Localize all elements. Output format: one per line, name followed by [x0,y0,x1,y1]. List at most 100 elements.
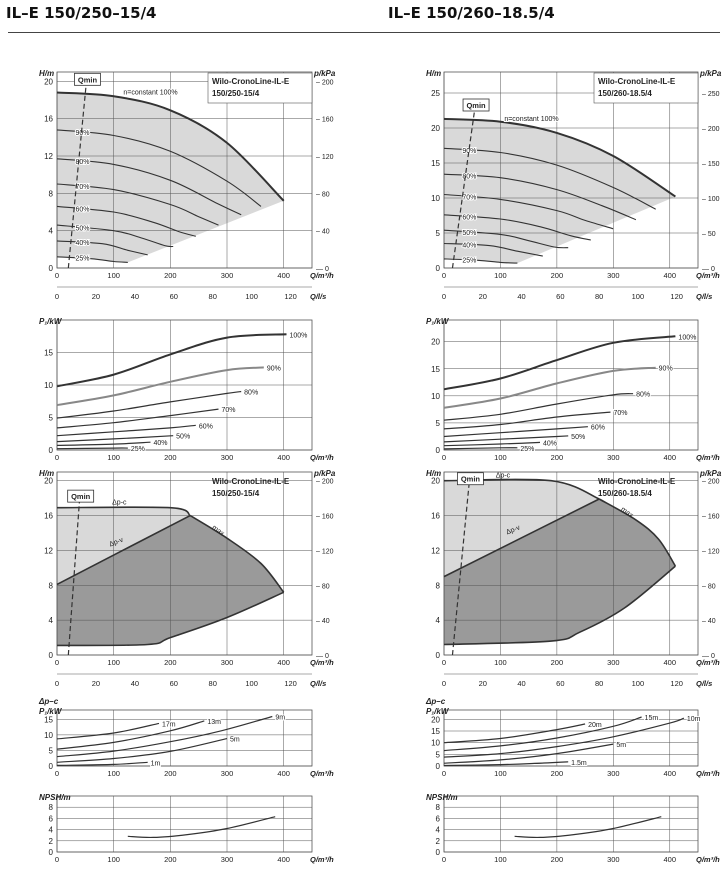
x-axis-label: Q/m³/h [310,855,334,864]
model-label-line2: 150/260-18.5/4 [598,89,652,98]
x-tick-label: 100 [494,855,507,864]
x-tick-label: 200 [551,658,564,667]
series-label: 10m [687,716,701,723]
x-axis-label: Q/m³/h [696,271,720,280]
y-tick-label: 20 [431,338,440,347]
series-label: 60% [591,425,605,432]
y3-axis-label: Δp–c [425,697,446,706]
x2-tick-label: 60 [170,679,178,688]
operating-area [444,118,676,264]
x-tick-label: 100 [494,453,507,462]
y-axis-label: H/m [426,469,441,478]
chart-panel-R1: 0 — 0 5 – 50 10 – 100 15 – 150 20 – 200 25 – 250 0 10… [426,69,722,301]
y-tick-label: 0 [49,446,54,455]
x-tick-label: 300 [607,855,620,864]
speed-label: 70% [462,194,476,201]
x2-axis-label: Q/l/s [696,292,712,301]
x-tick-label: 300 [607,658,620,667]
qmin-label: Qmin [71,492,91,501]
y-tick-label: 2 [436,837,441,846]
y-tick-label: 15 [44,349,53,358]
y2-axis-label: p/kPa [699,469,722,478]
y2-tick-label: – 120 [316,548,334,555]
y-tick-label: 5 [436,419,441,428]
series-label: 70% [614,410,628,417]
x2-axis-label: Q/l/s [696,679,712,688]
y-axis-label: P₁/kW [426,317,450,326]
speed-label: 50% [462,230,476,237]
y-tick-label: 0 [436,651,441,660]
x-axis-label: Q/m³/h [696,658,720,667]
x2-tick-label: 20 [92,292,100,301]
x-tick-label: 200 [551,453,564,462]
series-label: 5m [230,737,240,744]
x-tick-label: 200 [164,271,177,280]
series-label: 9m [275,715,285,722]
nconst-label: n=constant 100% [504,116,558,123]
speed-label: 80% [75,159,89,166]
y-tick-label: 4 [49,826,54,835]
series-line [443,716,642,752]
y2-tick-label: – 120 [702,548,720,555]
y-tick-label: 20 [44,77,53,86]
series-line [56,129,262,207]
x2-tick-label: 40 [131,679,139,688]
dpc-area [57,507,191,585]
y-tick-label: 25 [431,89,440,98]
y-tick-label: 12 [431,546,440,555]
y2-tick-label: – 80 [316,191,330,198]
min-curve [56,591,285,647]
y-axis-label: NPSH/m [39,793,71,802]
y-tick-label: 8 [49,803,54,812]
dpv-area [444,499,676,645]
x-tick-label: 100 [494,271,507,280]
series-line [443,393,634,421]
series-line [443,426,588,438]
y-tick-label: 15 [431,159,440,168]
series-label: 100% [290,332,308,339]
x-tick-label: 400 [277,453,290,462]
x2-tick-label: 120 [670,679,683,688]
x2-tick-label: 100 [632,679,645,688]
series-label: 17m [162,721,176,728]
speed-label: 25% [75,256,89,263]
series-line [56,738,228,763]
dpc-area [444,479,600,577]
series-line [443,147,656,210]
x-tick-label: 100 [107,855,120,864]
y3-axis-label: Δp–c [38,697,59,706]
speed-label: 40% [75,240,89,247]
max-curve [189,514,285,593]
chart-panel-L1: 0 — 0 4 – 40 8 – 80 12 – 120 16 – 160 20 – 200 0 100 2… [39,69,336,301]
x-tick-label: 0 [442,769,446,778]
series-line [443,229,569,249]
x2-tick-label: 20 [479,679,487,688]
x-axis-label: Q/m³/h [696,453,720,462]
x-tick-label: 200 [164,855,177,864]
y2-tick-label: – 160 [702,514,720,521]
plot-frame [443,319,699,451]
curve-100pct [56,91,285,202]
series-line [443,193,614,230]
y-tick-label: 10 [431,194,440,203]
series-label: 25% [520,446,534,453]
y2-tick-label: — 0 [316,653,329,660]
series-line [443,214,591,241]
y-tick-label: 0 [49,651,54,660]
series-line [443,335,676,391]
series-line [514,816,662,839]
y-tick-label: 0 [49,264,54,273]
x2-tick-label: 80 [595,679,603,688]
series-line [443,441,541,447]
model-label-box [207,72,313,104]
y-tick-label: 8 [436,803,441,812]
series-line [56,205,196,237]
x-axis-label: Q/m³/h [310,271,334,280]
x-axis-label: Q/m³/h [310,658,334,667]
y-tick-label: 5 [436,229,441,238]
x2-tick-label: 100 [245,679,258,688]
x2-axis-label: Q/l/s [310,679,326,688]
series-line [56,720,205,750]
series-line [56,224,174,248]
